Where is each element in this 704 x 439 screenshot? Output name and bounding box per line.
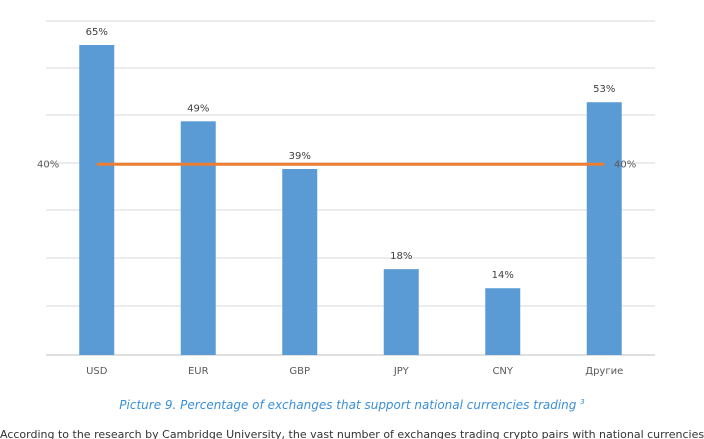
reference-label-left: 40% — [37, 160, 59, 171]
caption-text: Picture 9. Percentage of exchanges that … — [119, 398, 577, 412]
reference-line-group: 40% 40% — [37, 160, 636, 171]
x-tick-label: JPY — [393, 366, 410, 377]
data-label: 49% — [187, 103, 209, 114]
x-tick-label: CNY — [492, 366, 513, 377]
body-paragraph: According to the research by Cambridge U… — [0, 428, 704, 439]
x-tick-labels: USD EUR GBP JPY CNY Другие — [86, 366, 623, 377]
bar-usd — [79, 45, 115, 355]
data-label: 39% — [289, 151, 311, 162]
x-tick-label: Другие — [585, 366, 623, 377]
data-label: 18% — [390, 251, 412, 262]
bar-другие — [586, 102, 622, 355]
bar-cny — [485, 288, 521, 355]
bar-jpy — [383, 269, 419, 355]
x-tick-label: USD — [86, 366, 108, 377]
data-label: 14% — [492, 270, 514, 281]
bar-eur — [180, 121, 216, 355]
bars — [79, 45, 622, 355]
x-tick-label: EUR — [188, 366, 209, 377]
data-label: 53% — [593, 84, 615, 95]
figure-caption: Picture 9. Percentage of exchanges that … — [0, 398, 704, 412]
data-labels: 65% 49% 39% 18% 14% 53% — [86, 27, 616, 281]
bar-chart: 65% 49% 39% 18% 14% 53% USD EUR GBP JPY CNY Другие… — [37, 20, 655, 377]
caption-footnote: 3 — [580, 398, 585, 406]
grid-lines — [46, 20, 655, 356]
reference-label-right: 40% — [614, 160, 636, 171]
data-label: 65% — [86, 27, 108, 38]
x-tick-label: GBP — [289, 366, 310, 377]
bar-gbp — [282, 169, 318, 355]
